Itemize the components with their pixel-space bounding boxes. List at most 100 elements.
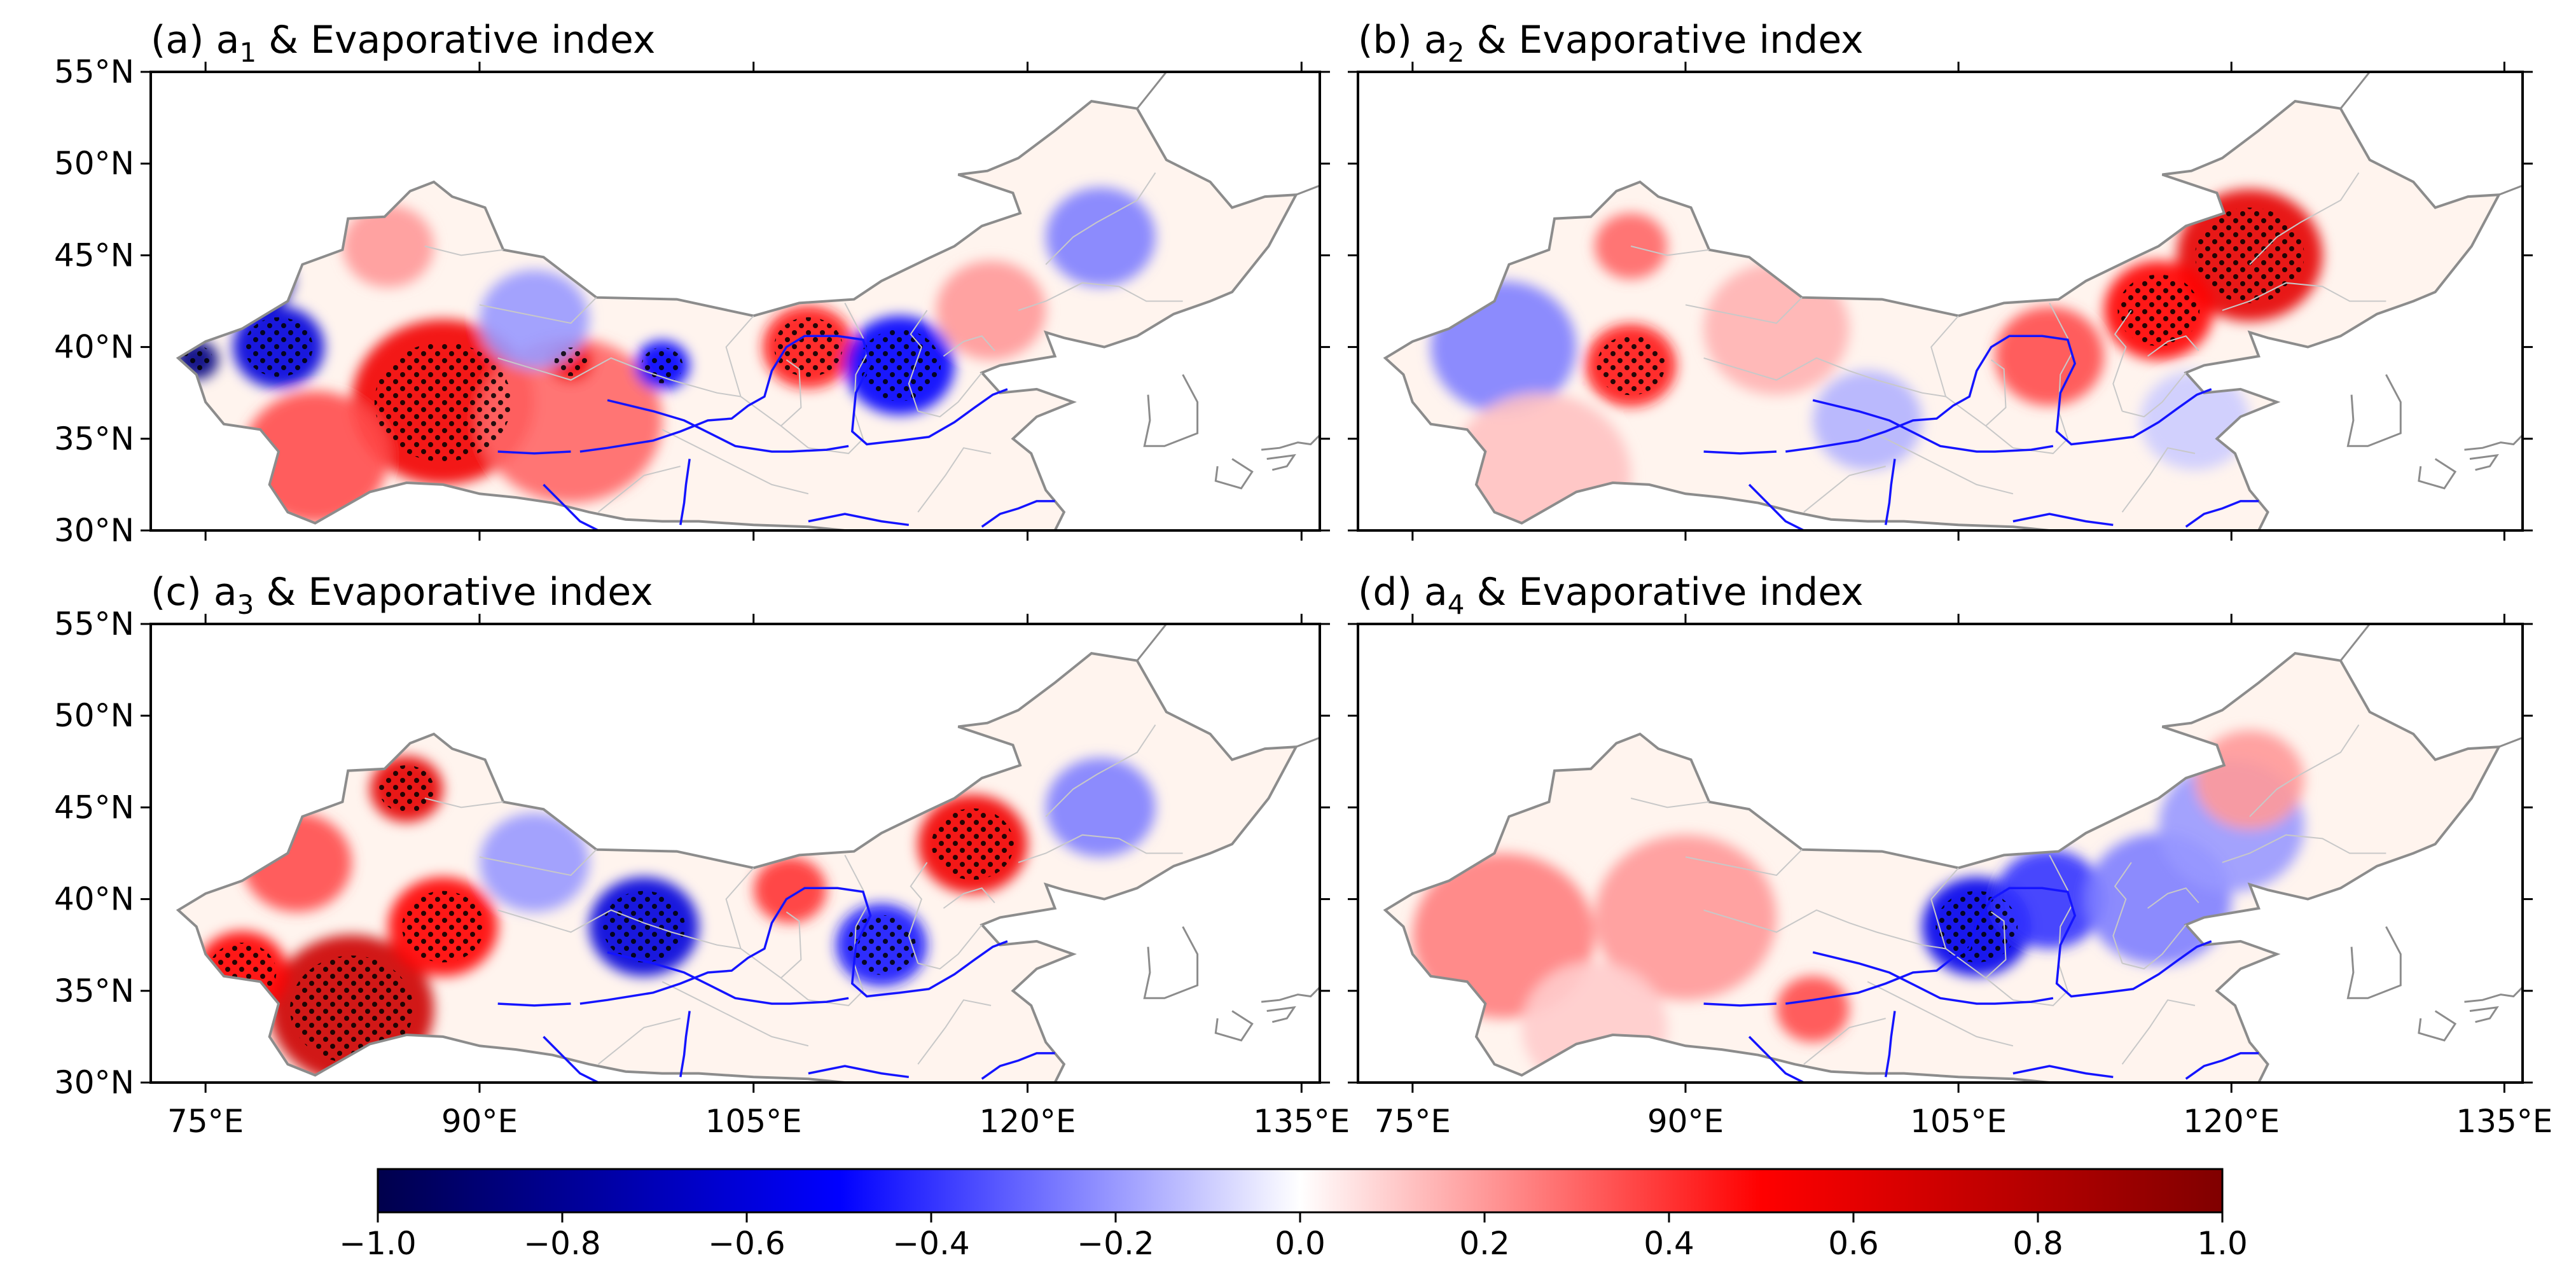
province-border <box>2012 411 2068 454</box>
river <box>2185 500 2259 528</box>
province-border <box>1045 724 1156 817</box>
province-border <box>1803 1018 1886 1065</box>
coastline <box>1136 623 1229 661</box>
river <box>2012 1065 2114 1079</box>
coastline <box>1261 434 1321 451</box>
colorbar-bar <box>377 1168 2224 1214</box>
lon-tick-label: 120°E <box>979 1103 1076 1140</box>
anomaly-blob-a-13 <box>342 205 434 287</box>
significance-stipple-c-1 <box>207 943 277 1002</box>
province-border <box>917 372 983 418</box>
panel-d: (d) a4 & Evaporative index 75°E 90°E 105°E 1… <box>1348 570 2552 1140</box>
lon-tick-label: 120°E <box>2183 1103 2280 1140</box>
coastline <box>1214 1010 1254 1042</box>
province-border <box>1930 315 1959 397</box>
correlation-field <box>1385 101 2499 531</box>
river <box>543 1035 599 1084</box>
panel-var: a <box>216 18 240 62</box>
province-border <box>917 924 983 970</box>
correlation-field <box>178 653 1296 1083</box>
significance-stipple-a-3 <box>374 342 512 462</box>
province-border <box>2122 372 2187 418</box>
panel-c: (c) a3 & Evaporative index 75°E 90°E 105°E 1… <box>54 570 1350 1140</box>
lat-tick-label: 35°N <box>54 420 134 457</box>
panel-subscript: 1 <box>239 37 256 68</box>
significance-stipple-b-2 <box>1596 335 1665 396</box>
panel-letter: (a) <box>151 18 216 62</box>
province-border <box>2249 172 2360 265</box>
significance-stipple-c-4 <box>602 890 685 963</box>
province-border <box>479 848 597 876</box>
panel-frame <box>1357 71 2524 532</box>
significance-stipple-b-1 <box>2117 274 2200 347</box>
significance-stipple-a-6 <box>774 317 843 377</box>
panel-title: (d) a4 & Evaporative index <box>1358 570 1864 620</box>
correlation-field <box>178 101 1296 531</box>
lat-tick-label: 55°N <box>54 53 134 90</box>
river <box>679 459 691 525</box>
river <box>497 1002 571 1007</box>
river <box>808 1065 910 1079</box>
panel-letter: (d) <box>1358 570 1424 614</box>
province-border <box>1985 911 2007 979</box>
coastline <box>1136 71 1229 109</box>
colorbar-tick-label: 0.4 <box>1644 1225 1694 1262</box>
river <box>1785 887 2212 1005</box>
lat-tick-label: 30°N <box>54 1064 134 1101</box>
coastline <box>1266 1006 1296 1023</box>
river <box>1703 450 1777 455</box>
panel-var: a <box>214 570 237 614</box>
coastline <box>2418 458 2457 490</box>
province-border <box>424 798 504 808</box>
lon-tick-label: 135°E <box>2456 1103 2552 1140</box>
significance-stipple-a-2 <box>244 317 313 377</box>
lat-tick-label: 30°N <box>54 512 134 549</box>
panel-b: (b) a2 & Evaporative index <box>1348 18 2533 541</box>
colorbar: −1.0 −0.8 −0.6 −0.4 −0.2 0.0 0.2 0.4 0.6 0.8 1.0 <box>339 1168 2248 1262</box>
colorbar-tick-label: −0.2 <box>1077 1225 1154 1262</box>
river <box>1884 459 1896 525</box>
province-border <box>661 429 809 495</box>
colorbar-tick-label: −1.0 <box>339 1225 416 1262</box>
coastline <box>2346 926 2402 999</box>
river <box>1703 1002 1777 1007</box>
panel-subscript: 3 <box>237 589 254 620</box>
coastline <box>2498 737 2523 748</box>
province-border <box>1685 296 1803 324</box>
anomaly-blob-b-6 <box>1430 280 1577 413</box>
province-border <box>725 315 754 397</box>
province-border <box>1867 429 2014 495</box>
colorbar-tick-label: 0.6 <box>1828 1225 1879 1262</box>
river <box>543 483 599 532</box>
coastline <box>2464 434 2524 451</box>
province-border <box>661 981 809 1047</box>
province-border <box>780 359 802 427</box>
river <box>679 1011 691 1077</box>
province-border <box>2147 887 2199 909</box>
province-border <box>917 447 992 513</box>
significance-stipple-a-7 <box>858 329 941 401</box>
lon-tick-label: 105°E <box>705 1103 802 1140</box>
province-border <box>808 411 864 454</box>
panel-title: (a) a1 & Evaporative index <box>151 18 655 68</box>
coastline <box>1296 184 1320 196</box>
coastline <box>2464 986 2524 1003</box>
river <box>579 887 1008 1005</box>
lon-tick-label: 75°E <box>1375 1103 1451 1140</box>
river <box>1748 1035 1804 1084</box>
province-border <box>943 335 995 357</box>
province-border <box>2112 862 2132 964</box>
coastline <box>2498 184 2523 196</box>
province-border <box>1018 282 1183 311</box>
panel-title-rest: & Evaporative index <box>1465 570 1864 614</box>
province-border <box>1630 798 1710 808</box>
anomaly-blob-a-11 <box>936 261 1046 360</box>
anomaly-blob-a-1 <box>227 251 293 311</box>
panel-title-rest: & Evaporative index <box>256 18 655 62</box>
river <box>1785 335 2212 453</box>
country-border <box>1383 651 2502 1084</box>
coastline <box>2339 71 2432 109</box>
province-border <box>943 887 995 909</box>
province-border <box>2222 282 2386 311</box>
colorbar-tick-label: −0.6 <box>708 1225 785 1262</box>
